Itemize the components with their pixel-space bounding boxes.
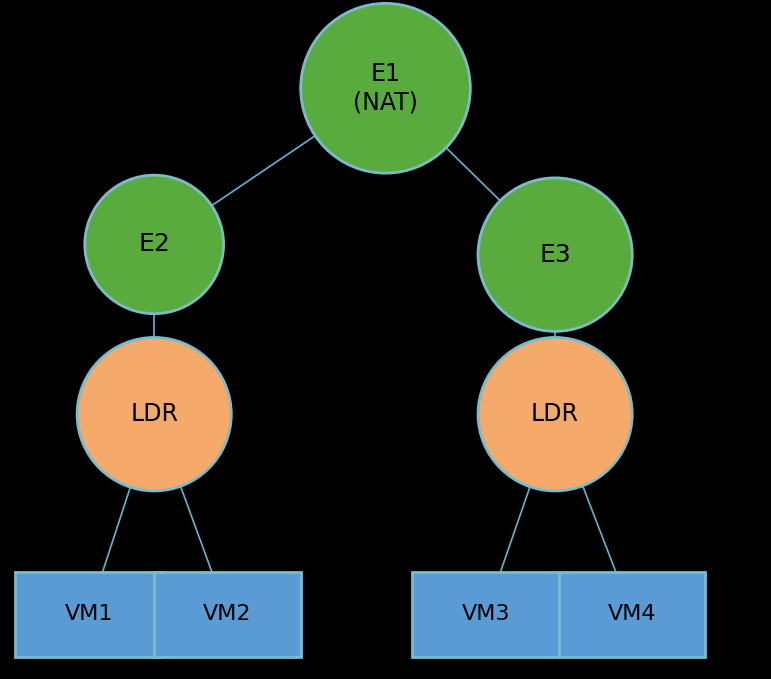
Ellipse shape	[478, 337, 632, 491]
Text: E3: E3	[539, 242, 571, 267]
FancyBboxPatch shape	[15, 572, 162, 657]
Text: VM3: VM3	[462, 604, 510, 625]
Ellipse shape	[85, 175, 224, 314]
Text: E1
(NAT): E1 (NAT)	[353, 62, 418, 114]
Text: LDR: LDR	[531, 402, 579, 426]
Ellipse shape	[478, 178, 632, 331]
Text: VM4: VM4	[608, 604, 656, 625]
FancyBboxPatch shape	[559, 572, 705, 657]
Text: VM1: VM1	[65, 604, 113, 625]
Ellipse shape	[77, 337, 231, 491]
Text: E2: E2	[138, 232, 170, 257]
FancyBboxPatch shape	[412, 572, 559, 657]
Text: LDR: LDR	[130, 402, 178, 426]
Text: VM2: VM2	[204, 604, 251, 625]
FancyBboxPatch shape	[154, 572, 301, 657]
Ellipse shape	[301, 3, 470, 173]
